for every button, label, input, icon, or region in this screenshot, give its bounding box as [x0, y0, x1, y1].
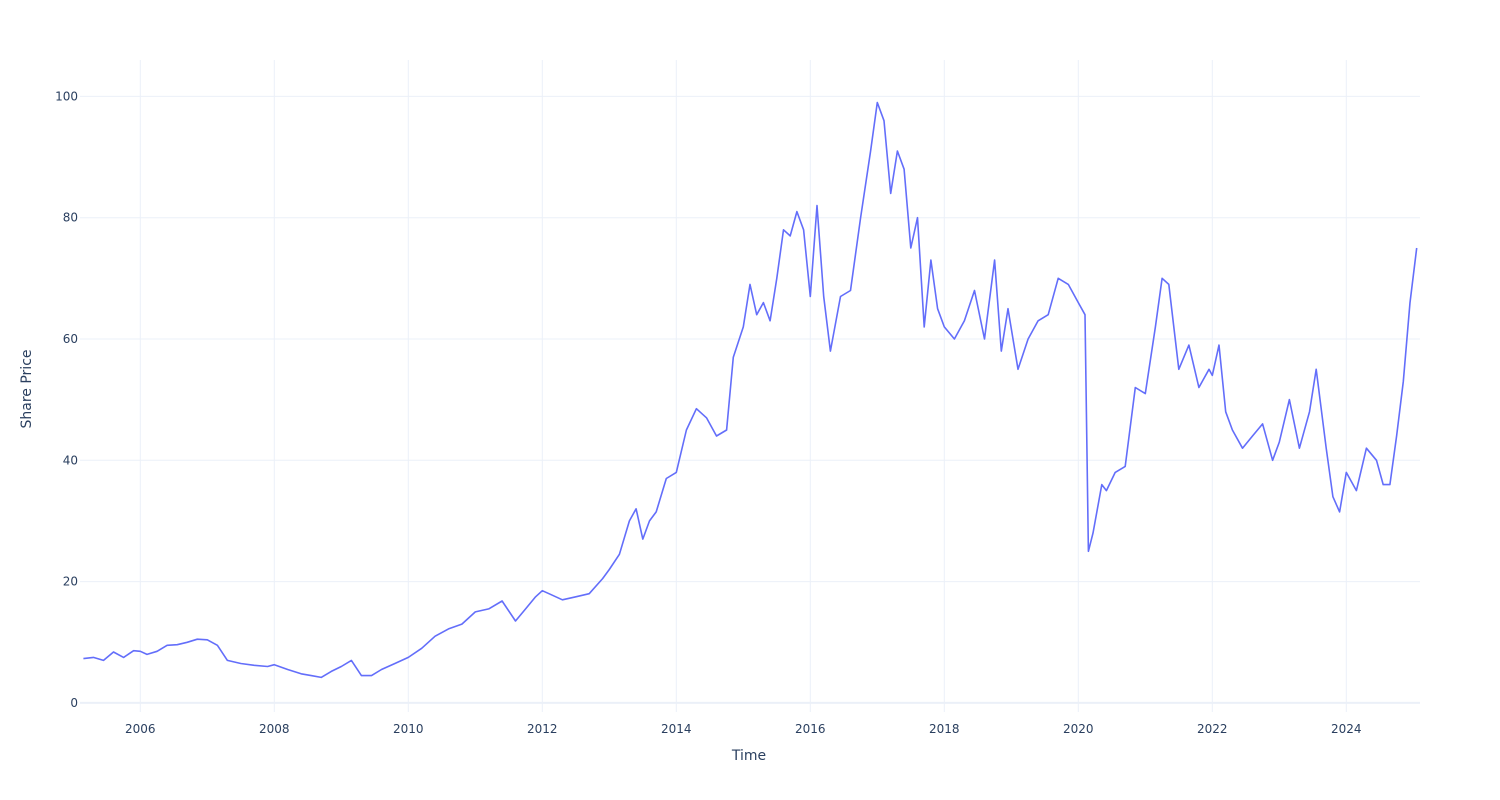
- x-tick-label: 2014: [661, 722, 692, 736]
- y-tick-label: 40: [63, 453, 78, 467]
- x-tick-label: 2006: [125, 722, 156, 736]
- share-price-series-line: [83, 101, 1418, 679]
- y-axis-ticks: 0 20 40 60 80 100: [55, 89, 78, 710]
- y-axis-title: Share Price: [19, 349, 35, 428]
- y-tick-label: 80: [63, 211, 78, 225]
- y-tick-label: 100: [55, 89, 78, 103]
- x-axis-title: Time: [731, 748, 766, 764]
- x-axis-ticks: 2006 2008 2010 2012 2014 2016 2018 2020 2022 2024: [125, 722, 1362, 736]
- x-tick-label: 2020: [1063, 722, 1094, 736]
- x-tick-label: 2016: [795, 722, 826, 736]
- y-tick-label: 20: [63, 575, 78, 589]
- x-tick-label: 2008: [259, 722, 290, 736]
- y-tick-label: 0: [70, 696, 78, 710]
- series-layer: [83, 101, 1418, 679]
- x-tick-label: 2022: [1197, 722, 1228, 736]
- x-tick-label: 2018: [929, 722, 960, 736]
- x-tick-label: 2010: [393, 722, 424, 736]
- grid: [80, 60, 1420, 712]
- x-tick-label: 2024: [1331, 722, 1362, 736]
- x-tick-label: 2012: [527, 722, 558, 736]
- y-tick-label: 60: [63, 332, 78, 346]
